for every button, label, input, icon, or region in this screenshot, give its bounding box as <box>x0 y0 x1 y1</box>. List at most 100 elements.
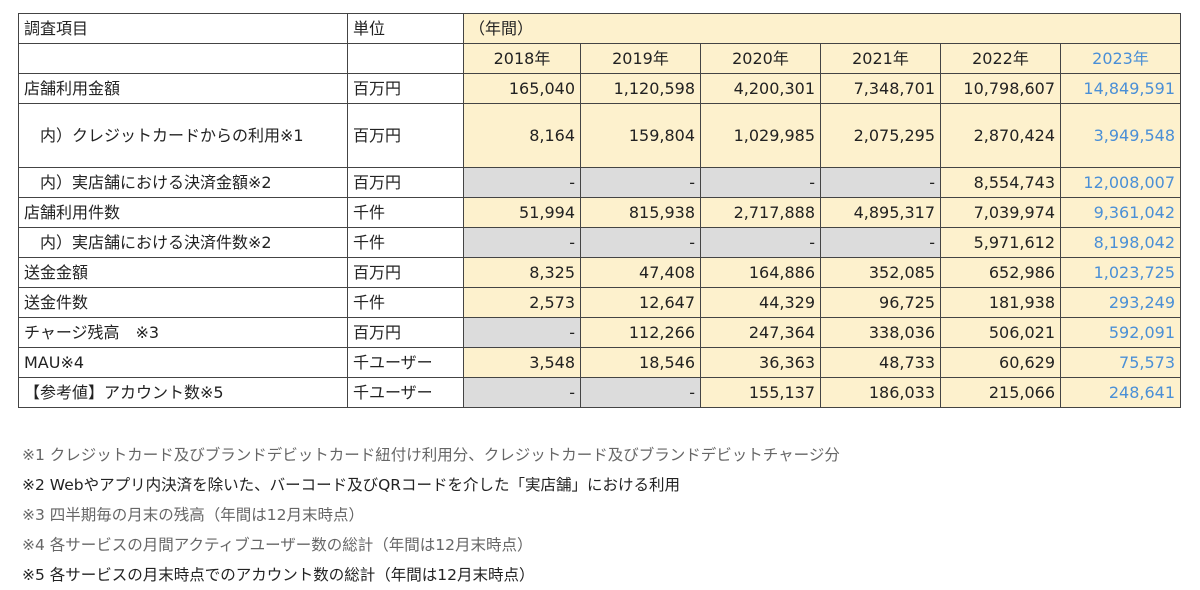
note: ※3 四半期毎の月末の残高（年間は12月末時点） <box>22 506 365 524</box>
data-row: 送金件数 千件 2,573 12,647 44,329 96,725 181,938 293,… <box>18 287 1182 318</box>
data-row: MAU※4 千ユーザー 3,548 18,546 36,363 48,733 60,629 7… <box>18 347 1182 378</box>
value-cell: 2,075,295 <box>820 103 941 168</box>
row-unit: 千件 <box>347 287 464 318</box>
value-cell: 47,408 <box>580 257 701 288</box>
value-cell: 36,363 <box>700 347 821 378</box>
value-cell: 215,066 <box>940 377 1061 408</box>
row-label: 店舗利用件数 <box>18 197 348 228</box>
row-unit: 千ユーザー <box>347 347 464 378</box>
value-cell: - <box>580 167 701 198</box>
value-cell: 186,033 <box>820 377 941 408</box>
row-label: 【参考値】アカウント数※5 <box>18 377 348 408</box>
value-cell: - <box>820 167 941 198</box>
row-label: MAU※4 <box>18 347 348 378</box>
year-cell: 2019年 <box>580 43 701 74</box>
value-cell: 18,546 <box>580 347 701 378</box>
year-row: 2018年 2019年 2020年 2021年 2022年 2023年 <box>18 43 1182 74</box>
value-cell: 7,039,974 <box>940 197 1061 228</box>
value-cell: 48,733 <box>820 347 941 378</box>
data-row: 送金金額 百万円 8,325 47,408 164,886 352,085 652,986 1… <box>18 257 1182 288</box>
value-cell: 51,994 <box>463 197 581 228</box>
value-cell: 247,364 <box>700 317 821 348</box>
value-cell: - <box>580 227 701 258</box>
header-cell: 調査項目 <box>18 13 348 44</box>
value-cell: 112,266 <box>580 317 701 348</box>
data-row: 店舗利用金額 百万円 165,040 1,120,598 4,200,301 7,348,… <box>18 73 1182 104</box>
value-cell: 2,573 <box>463 287 581 318</box>
row-unit: 百万円 <box>347 103 464 168</box>
value-cell: 12,008,007 <box>1059 167 1182 198</box>
value-cell: 1,120,598 <box>580 73 701 104</box>
row-label: 送金件数 <box>18 287 348 318</box>
value-cell: 8,164 <box>463 103 581 168</box>
value-cell: 248,641 <box>1059 377 1182 408</box>
value-cell: 14,849,591 <box>1059 73 1182 104</box>
value-cell: 4,200,301 <box>700 73 821 104</box>
data-row: 内）実店舗における決済件数※2 千件 - - - -5,971,612 8,198,042 <box>18 227 1182 258</box>
value-cell: 4,895,317 <box>820 197 941 228</box>
year-cell: 2023年 <box>1059 43 1182 74</box>
value-cell: 652,986 <box>940 257 1061 288</box>
data-row: チャージ残高 ※3 百万円 -112,266 247,364 338,036 506,02… <box>18 317 1182 348</box>
value-cell: 8,198,042 <box>1059 227 1182 258</box>
value-cell: 165,040 <box>463 73 581 104</box>
header-row: 調査項目 単位 （年間） <box>18 13 1182 44</box>
value-cell: 3,949,548 <box>1059 103 1182 168</box>
value-cell: 1,023,725 <box>1059 257 1182 288</box>
empty-cell <box>347 43 464 74</box>
value-cell: 159,804 <box>580 103 701 168</box>
row-label: 内）実店舗における決済金額※2 <box>18 167 348 198</box>
value-cell: 506,021 <box>940 317 1061 348</box>
header-cell: 単位 <box>347 13 464 44</box>
value-cell: - <box>700 167 821 198</box>
data-row: 内）実店舗における決済金額※2 百万円 - - - -8,554,743 12,008,00… <box>18 167 1182 198</box>
note: ※1 クレジットカード及びブランドデビットカード紐付け利用分、クレジットカード及… <box>22 446 840 464</box>
value-cell: 10,798,607 <box>940 73 1061 104</box>
note: ※5 各サービスの月末時点でのアカウント数の総計（年間は12月末時点） <box>22 566 535 584</box>
row-unit: 百万円 <box>347 73 464 104</box>
value-cell: 293,249 <box>1059 287 1182 318</box>
value-cell: - <box>463 227 581 258</box>
data-table: 調査項目 単位 （年間） 2018年 2019年 2020年 2021年 2022年 2023年… <box>18 13 1182 408</box>
value-cell: 3,548 <box>463 347 581 378</box>
row-label: 送金金額 <box>18 257 348 288</box>
value-cell: 8,554,743 <box>940 167 1061 198</box>
value-cell: 44,329 <box>700 287 821 318</box>
value-cell: 5,971,612 <box>940 227 1061 258</box>
row-unit: 百万円 <box>347 167 464 198</box>
period-cell: （年間） <box>462 13 1182 44</box>
value-cell: 2,717,888 <box>700 197 821 228</box>
row-unit: 百万円 <box>347 257 464 288</box>
value-cell: 155,137 <box>700 377 821 408</box>
row-label: 店舗利用金額 <box>18 73 348 104</box>
value-cell: 164,886 <box>700 257 821 288</box>
value-cell: 96,725 <box>820 287 941 318</box>
empty-cell <box>18 43 348 74</box>
row-unit: 百万円 <box>347 317 464 348</box>
value-cell: - <box>580 377 701 408</box>
value-cell: 338,036 <box>820 317 941 348</box>
notes: ※1 クレジットカード及びブランドデビットカード紐付け利用分、クレジットカード及… <box>22 440 840 590</box>
value-cell: - <box>820 227 941 258</box>
value-cell: 60,629 <box>940 347 1061 378</box>
value-cell: - <box>700 227 821 258</box>
year-cell: 2018年 <box>463 43 581 74</box>
value-cell: 12,647 <box>580 287 701 318</box>
value-cell: 352,085 <box>820 257 941 288</box>
value-cell: - <box>463 377 581 408</box>
value-cell: 75,573 <box>1059 347 1182 378</box>
value-cell: 815,938 <box>580 197 701 228</box>
value-cell: 7,348,701 <box>820 73 941 104</box>
data-row: 内）クレジットカードからの利用※1 百万円 8,164 159,804 1,029,98… <box>18 103 1182 168</box>
year-cell: 2022年 <box>940 43 1061 74</box>
value-cell: 181,938 <box>940 287 1061 318</box>
row-label: 内）クレジットカードからの利用※1 <box>18 103 348 168</box>
note: ※2 Webやアプリ内決済を除いた、バーコード及びQRコードを介した「実店舗」に… <box>22 476 681 494</box>
data-row: 【参考値】アカウント数※5 千ユーザー - -155,137 186,033 215,06… <box>18 377 1182 408</box>
value-cell: 8,325 <box>463 257 581 288</box>
value-cell: 592,091 <box>1059 317 1182 348</box>
value-cell: - <box>463 167 581 198</box>
row-unit: 千ユーザー <box>347 377 464 408</box>
value-cell: 2,870,424 <box>940 103 1061 168</box>
value-cell: - <box>463 317 581 348</box>
